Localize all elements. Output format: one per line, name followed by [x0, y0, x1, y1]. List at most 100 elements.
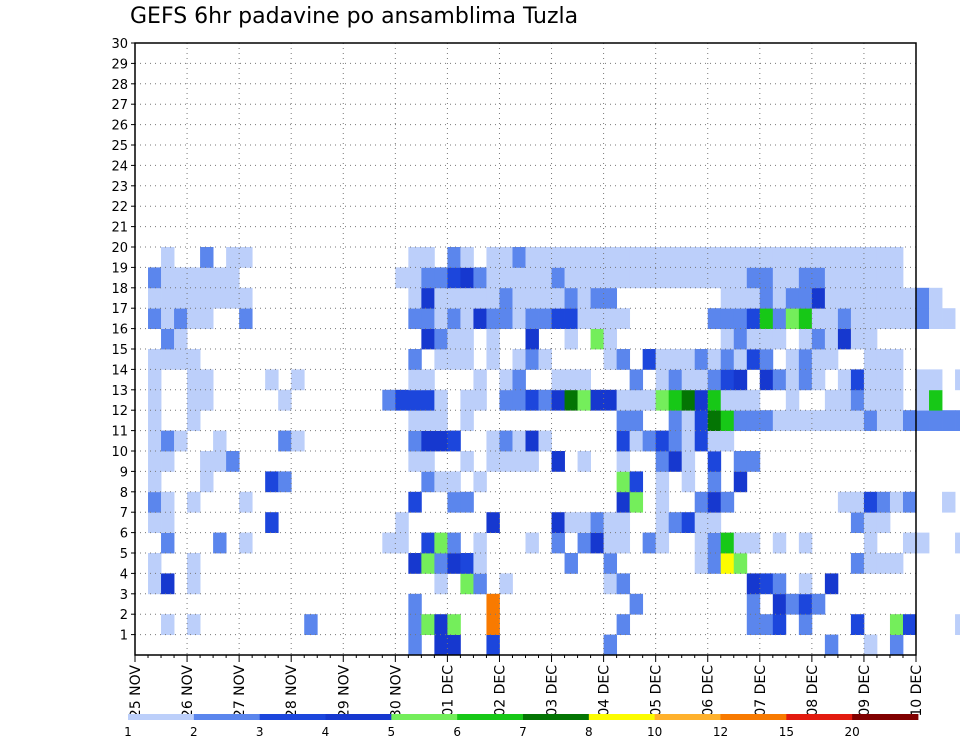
heatmap-cell [655, 247, 670, 268]
heatmap-cell [759, 349, 774, 370]
heatmap-cell [460, 389, 474, 411]
heatmap-cell [486, 430, 500, 452]
heatmap-cell [746, 593, 761, 615]
heatmap-cell [759, 328, 774, 350]
heatmap-cell [590, 287, 604, 309]
heatmap-cell [889, 308, 904, 329]
heatmap-cell [408, 634, 422, 656]
heatmap-cell [187, 553, 201, 574]
heatmap-cell [785, 349, 800, 370]
heatmap-cell [876, 389, 891, 411]
heatmap-cell [499, 369, 513, 391]
heatmap-cell [889, 267, 904, 289]
heatmap-cell [239, 247, 253, 268]
heatmap-cell [200, 267, 214, 289]
heatmap-cell [929, 410, 943, 431]
heatmap-cell [174, 430, 188, 452]
heatmap-cell [447, 308, 461, 329]
y-tick-label: 16 [111, 323, 128, 338]
heatmap-cell [785, 593, 800, 615]
y-tick-label: 30 [111, 37, 128, 52]
colorbar-swatch [325, 714, 392, 720]
heatmap-cell [616, 410, 631, 431]
heatmap-cell [668, 451, 683, 472]
heatmap-cell [434, 308, 448, 329]
heatmap-cell [226, 267, 240, 289]
heatmap-cell [759, 308, 774, 329]
heatmap-cell [837, 287, 852, 309]
heatmap-cell [148, 451, 162, 472]
heatmap-cell [616, 491, 631, 513]
heatmap-cell [473, 553, 487, 574]
heatmap-cell [720, 369, 735, 391]
heatmap-cell [850, 389, 865, 411]
heatmap-cell [421, 451, 435, 472]
heatmap-cell [564, 553, 578, 574]
heatmap-cell [460, 328, 474, 350]
heatmap-cell [863, 287, 878, 309]
heatmap-cell [486, 349, 500, 370]
heatmap-cell [733, 532, 748, 554]
heatmap-cell [564, 369, 578, 391]
heatmap-cell [876, 410, 891, 431]
heatmap-cell [434, 634, 448, 656]
heatmap-cell [916, 410, 930, 431]
heatmap-cell [629, 491, 644, 513]
heatmap-cell [395, 389, 409, 411]
heatmap-cell [876, 349, 891, 370]
heatmap-cell [421, 369, 435, 391]
x-tick-label: 05 DEC [649, 665, 665, 717]
heatmap-cell [733, 247, 748, 268]
heatmap-cell [876, 247, 891, 268]
heatmap-cell [694, 512, 709, 533]
colorbar-swatch [720, 714, 787, 720]
heatmap-cell [955, 532, 960, 554]
heatmap-cell [824, 349, 839, 370]
heatmap-cell [629, 247, 644, 268]
heatmap-cell [746, 247, 761, 268]
heatmap-cell [161, 308, 175, 329]
heatmap-cell [733, 267, 748, 289]
heatmap-cell [551, 369, 565, 391]
heatmap-cell [733, 349, 748, 370]
colorbar-label: 6 [453, 725, 461, 739]
heatmap-cell [226, 247, 240, 268]
heatmap-cell [486, 308, 500, 329]
heatmap-cell [148, 267, 162, 289]
heatmap-cell [421, 267, 435, 289]
colorbar-label: 20 [845, 725, 860, 739]
heatmap-cell [161, 491, 175, 513]
heatmap-cell [733, 471, 748, 493]
y-tick-label: 23 [111, 180, 128, 195]
heatmap-cell [668, 247, 683, 268]
heatmap-cell [499, 247, 513, 268]
heatmap-cell [798, 328, 813, 350]
heatmap-cell [772, 614, 787, 635]
heatmap-cell [876, 553, 891, 574]
heatmap-cell [655, 532, 670, 554]
heatmap-cell [408, 267, 422, 289]
colorbar-swatch [654, 714, 721, 720]
heatmap-cell [681, 247, 696, 268]
heatmap-cell [603, 532, 618, 554]
heatmap-cell [733, 410, 748, 431]
heatmap-cell [772, 532, 787, 554]
y-tick-label: 20 [111, 241, 128, 256]
heatmap-cell [577, 389, 591, 411]
heatmap-cell [772, 573, 787, 595]
heatmap-cell [512, 267, 526, 289]
heatmap-cell [434, 328, 448, 350]
heatmap-cell [161, 267, 175, 289]
heatmap-cell [746, 451, 761, 472]
heatmap-cell [148, 491, 162, 513]
heatmap-cell [200, 247, 214, 268]
heatmap-cell [707, 369, 722, 391]
heatmap-cell [551, 287, 565, 309]
heatmap-cell [278, 389, 292, 411]
heatmap-cell [772, 247, 787, 268]
colorbar-swatch [193, 714, 261, 720]
heatmap-cell [447, 328, 461, 350]
heatmap-cell [681, 389, 696, 411]
heatmap-cell [707, 247, 722, 268]
heatmap-cell [265, 471, 279, 493]
